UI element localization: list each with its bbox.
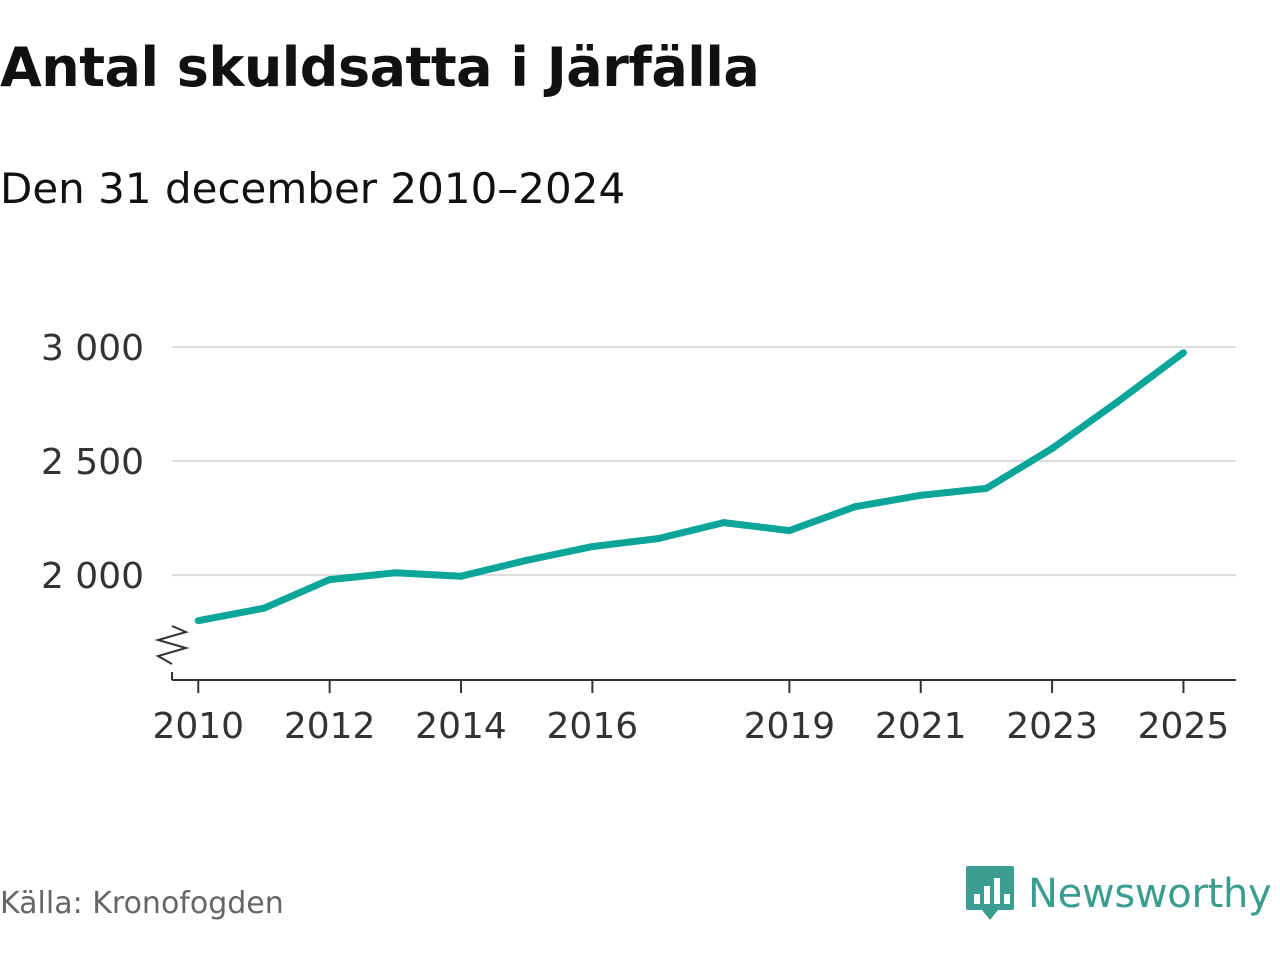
data-point	[523, 556, 531, 564]
axis-break-icon	[154, 625, 190, 665]
data-point	[1048, 444, 1056, 452]
data-point	[720, 519, 728, 527]
data-point	[1179, 349, 1187, 357]
data-point	[982, 484, 990, 492]
data-point	[588, 543, 596, 551]
data-point	[194, 617, 202, 625]
source-note: Källa: Kronofogden	[0, 886, 284, 921]
y-tick-label: 3 000	[41, 328, 144, 369]
data-point	[391, 569, 399, 577]
x-tick-label: 2012	[284, 706, 376, 747]
data-point	[917, 491, 925, 499]
data-point	[457, 572, 465, 580]
data-point	[785, 527, 793, 535]
y-tick-label: 2 000	[41, 556, 144, 597]
x-tick-label: 2021	[875, 706, 967, 747]
x-tick-label: 2025	[1138, 706, 1230, 747]
data-point	[654, 535, 662, 543]
chart-subtitle: Den 31 december 2010–2024	[0, 164, 626, 213]
series-line	[197, 349, 1186, 625]
data-point	[1114, 398, 1122, 406]
data-point	[851, 503, 859, 511]
data-point	[260, 604, 268, 612]
brand-name: Newsworthy	[1028, 871, 1272, 917]
x-tick-label: 2019	[744, 706, 836, 747]
x-tick-label: 2016	[547, 706, 639, 747]
x-tick-label: 2010	[152, 706, 244, 747]
brand-logo[interactable]: Newsworthy	[964, 864, 1272, 924]
newsworthy-logo-icon	[966, 866, 1014, 920]
data-point	[326, 576, 334, 584]
chart-title: Antal skuldsatta i Järfälla	[0, 36, 760, 99]
x-tick-label: 2023	[1006, 706, 1098, 747]
y-tick-label: 2 500	[41, 442, 144, 483]
x-tick-label: 2014	[415, 706, 507, 747]
